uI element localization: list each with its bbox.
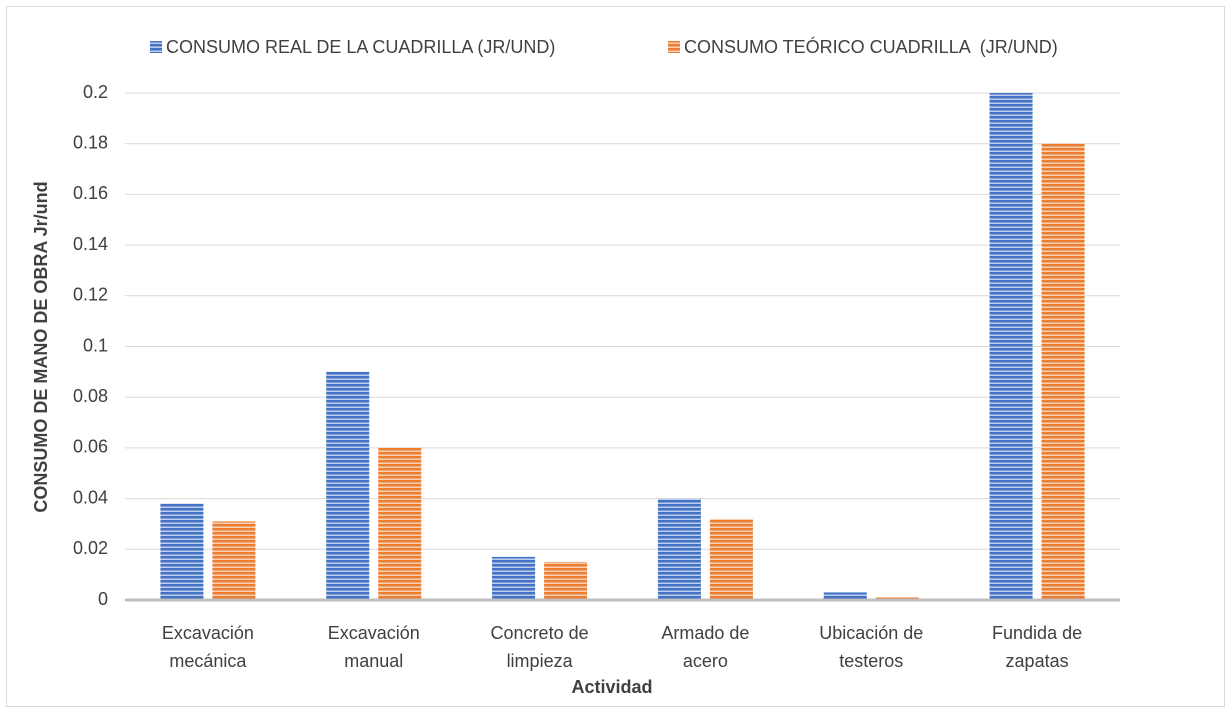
y-tick-label: 0.02 — [73, 538, 108, 558]
legend-swatch — [150, 41, 162, 53]
bar — [1041, 143, 1085, 600]
x-tick-label: Excavación mecánica — [162, 623, 254, 671]
x-axis-title: Actividad — [571, 677, 652, 697]
bar — [657, 498, 701, 600]
y-tick-label: 0.12 — [73, 285, 108, 305]
bar — [212, 521, 256, 600]
bar — [492, 556, 536, 600]
x-tick-label: Ubicación de testeros — [819, 623, 923, 671]
y-axis-title: CONSUMO DE MANO DE OBRA Jr/und — [31, 181, 51, 512]
legend-swatch — [668, 41, 680, 53]
x-tick-label: Concreto de limpieza — [491, 623, 589, 671]
y-tick-label: 0.14 — [73, 234, 108, 254]
bar — [544, 561, 588, 600]
x-tick-label: Excavación manual — [328, 623, 420, 671]
x-tick-label: Fundida de zapatas — [992, 623, 1082, 671]
bar — [709, 518, 753, 600]
y-tick-label: 0.2 — [83, 82, 108, 102]
y-tick-label: 0.04 — [73, 487, 108, 507]
legend-label: CONSUMO REAL DE LA CUADRILLA (JR/UND) — [166, 37, 555, 57]
legend-label: CONSUMO TEÓRICO CUADRILLA (JR/UND) — [684, 36, 1058, 57]
bar — [989, 93, 1033, 600]
bar — [326, 371, 370, 600]
y-tick-label: 0.16 — [73, 183, 108, 203]
bar — [378, 447, 422, 600]
y-tick-label: 0.08 — [73, 386, 108, 406]
y-tick-label: 0.06 — [73, 437, 108, 457]
y-tick-label: 0.18 — [73, 132, 108, 152]
bar — [823, 592, 867, 600]
y-tick-label: 0.1 — [83, 335, 108, 355]
y-tick-label: 0 — [98, 589, 108, 609]
bar — [160, 503, 204, 600]
x-tick-label: Armado de acero — [661, 623, 749, 671]
